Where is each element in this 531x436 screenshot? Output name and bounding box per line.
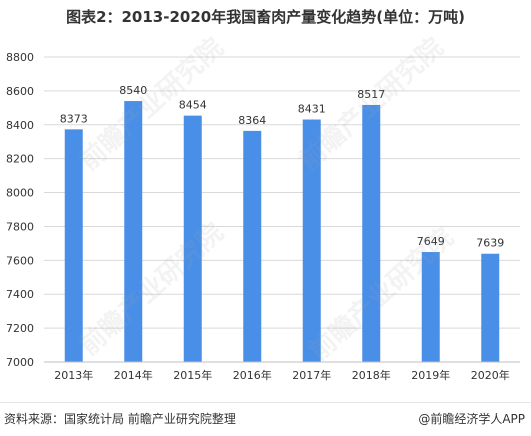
- y-tick-label: 8200: [6, 153, 34, 166]
- data-label: 8373: [60, 112, 88, 125]
- y-tick-label: 8000: [6, 187, 34, 200]
- y-tick-label: 7600: [6, 254, 34, 267]
- data-label: 8517: [357, 88, 385, 101]
- y-axis-tick-labels: 7000 7200 7400 7600 7800 8000 8200 8400 8600 8800: [6, 51, 34, 369]
- bar-2017年: [302, 119, 321, 363]
- bar-2014年: [124, 101, 143, 363]
- bar-2019年: [421, 252, 440, 362]
- x-axis-tick-labels: 2013年 2014年 2015年 2016年 2017年 2018年 2019年 2020年: [54, 368, 510, 382]
- chart-area: 7000 7200 7400 7600 7800 8000 8200 8400 8600 8800…: [0, 38, 531, 400]
- footer-divider: [0, 402, 531, 403]
- data-label: 8431: [298, 103, 326, 116]
- y-tick-label: 7400: [6, 288, 34, 301]
- bar-chart: 7000 7200 7400 7600 7800 8000 8200 8400 8600 8800…: [6, 51, 520, 382]
- y-tick-label: 7800: [6, 220, 34, 233]
- x-tick-label: 2016年: [233, 368, 272, 382]
- source-note: 资料来源：国家统计局 前瞻产业研究院整理: [4, 412, 236, 426]
- y-tick-label: 7200: [6, 322, 34, 335]
- data-label: 8540: [119, 84, 147, 97]
- bars: [64, 101, 500, 363]
- data-labels: 8373 8540 8454 8364 8431 8517 7649 7639: [60, 84, 505, 250]
- x-tick-label: 2020年: [471, 368, 510, 382]
- bar-2018年: [362, 104, 381, 363]
- grid-lines: [44, 56, 520, 329]
- y-tick-label: 8600: [6, 85, 34, 98]
- bar-2020年: [481, 253, 500, 362]
- data-label: 8364: [238, 114, 266, 127]
- y-tick-label: 8400: [6, 119, 34, 132]
- y-tick-label: 7000: [6, 356, 34, 369]
- x-tick-label: 2018年: [352, 368, 391, 382]
- x-tick-label: 2013年: [54, 368, 93, 382]
- bar-2016年: [243, 130, 262, 362]
- brand-label: @前瞻经济学人APP: [418, 412, 525, 426]
- data-label: 7649: [417, 235, 445, 248]
- data-label: 8454: [179, 99, 207, 112]
- data-label: 7639: [476, 237, 504, 250]
- y-tick-label: 8800: [6, 51, 34, 64]
- chart-title: 图表2：2013-2020年我国畜肉产量变化趋势(单位：万吨): [66, 8, 465, 26]
- x-tick-label: 2019年: [411, 368, 450, 382]
- bar-2013年: [64, 129, 83, 362]
- x-tick-label: 2014年: [114, 368, 153, 382]
- bar-2015年: [183, 115, 202, 362]
- x-tick-label: 2017年: [292, 368, 331, 382]
- x-tick-label: 2015年: [173, 368, 212, 382]
